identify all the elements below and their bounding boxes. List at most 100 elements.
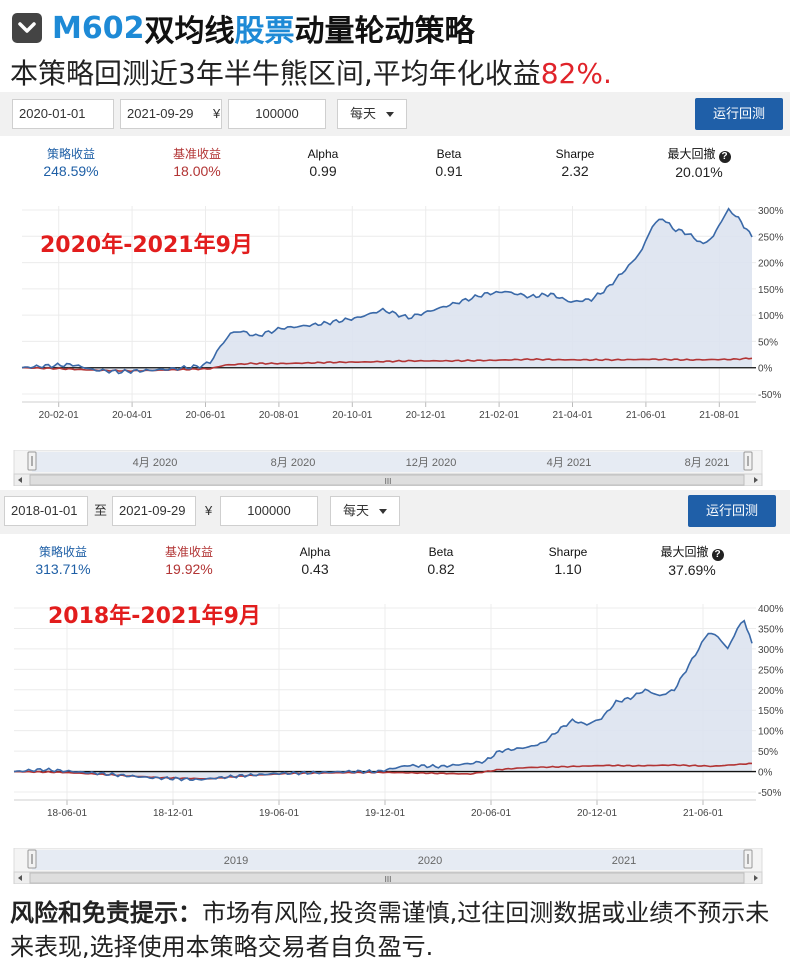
range-navigator[interactable]: 2019 2020 2021 III xyxy=(0,848,790,884)
stat-benchmark-return: 基准收益 19.92% xyxy=(134,544,244,578)
y-tick-label: -50% xyxy=(758,390,781,401)
x-tick-label: 20-12-01 xyxy=(406,410,446,421)
x-tick-label: 20-02-01 xyxy=(39,410,79,421)
help-icon[interactable]: ? xyxy=(718,151,731,163)
stat-label: 基准收益 xyxy=(172,147,221,161)
stat-strategy-return: 策略收益 248.59% xyxy=(16,146,126,180)
y-tick-label: 50% xyxy=(758,337,778,348)
x-tick-label: 19-12-01 xyxy=(365,808,405,819)
x-tick-label: 21-04-01 xyxy=(552,410,592,421)
navigator-label: 12月 2020 xyxy=(406,457,457,469)
scrollbar-grip: III xyxy=(385,875,392,884)
return-chart[interactable]: 400% 350% 300% 250% 200% 150% 100% 50% 0% -50% 18-… xyxy=(0,590,790,822)
scroll-right-icon xyxy=(754,477,758,483)
scroll-right-icon xyxy=(754,875,758,881)
frequency-value: 每天 xyxy=(343,503,370,518)
capital-input[interactable]: 100000 xyxy=(220,496,318,526)
backtest-panel-1: 2020-01-01 2021-09-29 ¥ 100000 每天 运行回测 策… xyxy=(0,92,790,490)
period-label: 2018年-2021年9月 xyxy=(48,604,261,629)
x-tick-label: 20-06-01 xyxy=(471,808,511,819)
y-tick-label: 400% xyxy=(758,604,784,615)
stat-label: 最大回撤? xyxy=(637,544,747,561)
stat-label-text: 最大回撤 xyxy=(667,147,716,161)
stat-value: 0.43 xyxy=(301,561,329,577)
stat-beta: Beta 0.91 xyxy=(394,146,504,180)
x-tick-label: 19-06-01 xyxy=(259,808,299,819)
navigator-label: 4月 2020 xyxy=(133,457,178,469)
x-tick-label: 21-08-01 xyxy=(699,410,739,421)
x-tick-label: 20-06-01 xyxy=(185,410,225,421)
run-backtest-button[interactable]: 运行回测 xyxy=(695,98,783,130)
run-backtest-button[interactable]: 运行回测 xyxy=(688,495,776,527)
navigator-label: 2021 xyxy=(612,855,636,867)
x-tick-label: 21-02-01 xyxy=(479,410,519,421)
title-part1: 双均线 xyxy=(144,14,235,49)
stat-value: 313.71% xyxy=(35,561,91,577)
stat-label: 策略收益 xyxy=(46,147,95,161)
end-date-input[interactable]: 2021-09-29 xyxy=(120,99,222,129)
subtitle-main: 本策略回测近3年半牛熊区间,平均年化收益 xyxy=(10,57,541,90)
stat-alpha: Alpha 0.43 xyxy=(260,544,370,578)
stat-value: 37.69% xyxy=(668,562,716,578)
chevron-down-icon[interactable] xyxy=(12,13,42,43)
stat-label: 策略收益 xyxy=(38,545,87,559)
page-header: M602 双均线 股票 动量轮动策略 本策略回测近3年半牛熊区间,平均年化收益8… xyxy=(0,0,790,91)
start-date-input[interactable]: 2018-01-01 xyxy=(4,496,88,526)
return-chart[interactable]: 300% 250% 200% 150% 100% 50% 0% -50% 20-02-01 20-… xyxy=(0,192,790,424)
stat-sharpe: Sharpe 1.10 xyxy=(513,544,623,578)
stat-value: 2.32 xyxy=(561,163,589,179)
x-tick-label: 20-04-01 xyxy=(112,410,152,421)
navigator-label: 8月 2020 xyxy=(271,457,316,469)
y-tick-label: 300% xyxy=(758,206,784,217)
to-label: 至 xyxy=(94,503,108,518)
backtest-panel-2: 2018-01-01 至 2021-09-29 ¥ 100000 每天 运行回测… xyxy=(0,490,790,888)
risk-disclaimer: 风险和免责提示：市场有风险,投资需谨慎,过往回测数据或业绩不预示未来表现,选择使… xyxy=(10,896,785,964)
scrollbar-grip: III xyxy=(385,477,392,486)
strategy-line xyxy=(13,619,753,782)
frequency-select[interactable]: 每天 xyxy=(330,496,400,526)
stat-max-drawdown: 最大回撤? 37.69% xyxy=(637,544,747,579)
frequency-value: 每天 xyxy=(350,106,377,121)
end-date-input[interactable]: 2021-09-29 xyxy=(112,496,196,526)
y-tick-label: 150% xyxy=(758,706,784,717)
stat-value: 248.59% xyxy=(43,163,99,179)
stat-value: 19.92% xyxy=(165,561,213,577)
backtest-toolbar: 2018-01-01 至 2021-09-29 ¥ 100000 每天 运行回测 xyxy=(0,490,790,534)
y-tick-label: 300% xyxy=(758,645,784,656)
title-code: M602 xyxy=(52,10,145,46)
scroll-left-icon xyxy=(18,875,22,881)
navigator-label: 2020 xyxy=(418,855,442,867)
range-navigator[interactable]: 4月 2020 8月 2020 12月 2020 4月 2021 8月 2021 III xyxy=(0,450,790,486)
x-tick-label: 21-06-01 xyxy=(683,808,723,819)
stat-strategy-return: 策略收益 313.71% xyxy=(8,544,118,578)
period-label: 2020年-2021年9月 xyxy=(40,233,253,258)
y-tick-label: -50% xyxy=(758,788,781,799)
backtest-toolbar: 2020-01-01 2021-09-29 ¥ 100000 每天 运行回测 xyxy=(0,92,790,136)
navigator-label: 8月 2021 xyxy=(685,457,730,469)
disclaimer-text: 市场有风险,投资需谨慎,过往回测数据或业绩不预示未来表现,选择使用本策略交易者自… xyxy=(10,899,770,961)
stat-label: Sharpe xyxy=(555,147,595,161)
stat-max-drawdown: 最大回撤? 20.01% xyxy=(644,146,754,181)
start-date-input[interactable]: 2020-01-01 xyxy=(12,99,114,129)
stat-value: 18.00% xyxy=(173,163,221,179)
navigator-label: 2019 xyxy=(224,855,248,867)
stat-label-text: 最大回撤 xyxy=(660,545,709,559)
x-tick-label: 18-12-01 xyxy=(153,808,193,819)
help-icon[interactable]: ? xyxy=(711,549,724,561)
x-tick-label: 20-10-01 xyxy=(332,410,372,421)
navigator-window xyxy=(32,452,744,472)
page-title: M602 双均线 股票 动量轮动策略 xyxy=(12,8,474,49)
scrollbar-thumb xyxy=(29,474,745,486)
stats-row: 策略收益 248.59% 基准收益 18.00% Alpha 0.99 Beta… xyxy=(0,140,790,188)
stat-label: 最大回撤? xyxy=(644,146,754,163)
scroll-left-icon xyxy=(18,477,22,483)
strategy-area xyxy=(22,208,752,374)
frequency-select[interactable]: 每天 xyxy=(337,99,407,129)
stat-value: 0.91 xyxy=(435,163,463,179)
x-tick-label: 20-08-01 xyxy=(259,410,299,421)
y-tick-label: 100% xyxy=(758,727,784,738)
capital-input[interactable]: 100000 xyxy=(228,99,326,129)
y-tick-label: 50% xyxy=(758,747,778,758)
navigator-label: 4月 2021 xyxy=(547,457,592,469)
y-tick-label: 250% xyxy=(758,232,784,243)
